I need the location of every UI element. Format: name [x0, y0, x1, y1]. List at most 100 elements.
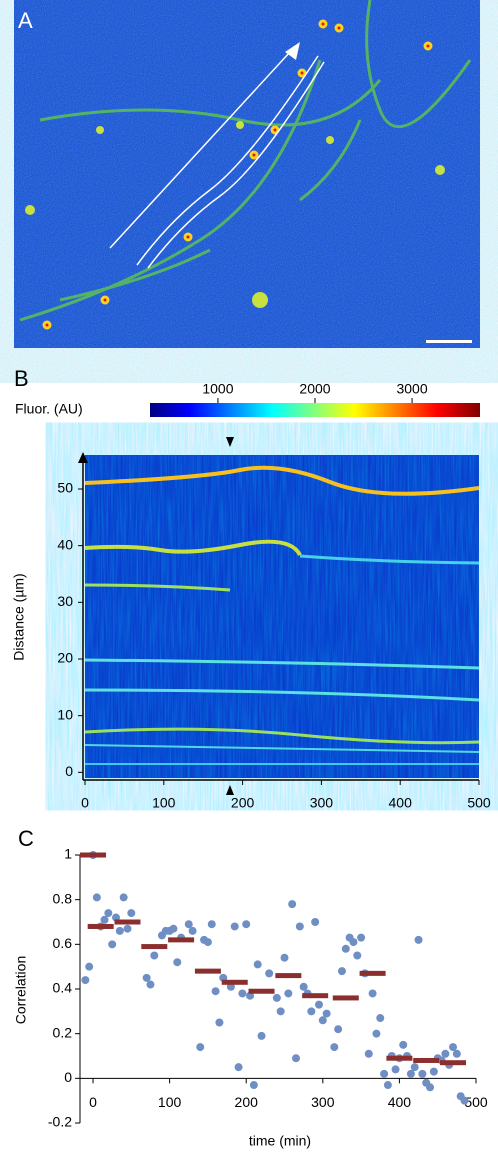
data-point	[272, 993, 281, 1002]
colorbar	[150, 403, 480, 417]
data-point	[92, 893, 101, 902]
data-point	[142, 973, 151, 982]
data-point	[337, 967, 346, 976]
data-point	[357, 933, 366, 942]
data-point	[368, 989, 377, 998]
data-point	[211, 987, 220, 996]
data-point	[284, 989, 293, 998]
data-point	[173, 958, 182, 967]
x-tick-label: 300	[311, 1094, 335, 1110]
data-point	[322, 1009, 331, 1018]
data-point	[169, 924, 178, 933]
data-point	[104, 909, 113, 918]
data-point	[115, 926, 124, 935]
y-tick-label: 0.8	[53, 890, 73, 906]
y-tick-label: 30	[57, 593, 73, 609]
data-point	[330, 1043, 339, 1052]
micrograph	[14, 0, 480, 348]
data-point	[449, 1043, 458, 1052]
mean-bar	[194, 968, 221, 974]
colorbar-tick-label: 1000	[202, 381, 233, 397]
data-point	[307, 1007, 316, 1016]
x-tick-label: 200	[231, 795, 255, 811]
data-point	[238, 989, 247, 998]
data-point	[276, 1007, 285, 1016]
data-point	[100, 915, 109, 924]
data-point	[230, 922, 239, 931]
data-point	[376, 1014, 385, 1023]
data-point	[292, 1054, 300, 1063]
x-tick-label: 500	[464, 1094, 488, 1110]
data-point	[364, 1049, 373, 1058]
data-point	[81, 976, 90, 985]
x-tick-label: 0	[81, 795, 89, 811]
data-point	[280, 953, 289, 962]
data-point	[119, 893, 128, 902]
data-point	[334, 1025, 343, 1034]
data-point	[295, 922, 304, 931]
colorbar-label: Fluor. (AU)	[15, 401, 83, 417]
mean-bar	[87, 923, 114, 929]
panel-label: A	[18, 8, 33, 33]
mean-bar	[221, 979, 248, 985]
mean-bar	[114, 919, 141, 925]
x-tick-label: 100	[158, 1094, 182, 1110]
data-point	[196, 1043, 205, 1052]
data-point	[341, 944, 350, 953]
x-tick-label: 0	[89, 1094, 97, 1110]
data-point	[418, 1069, 427, 1078]
mean-bar	[332, 995, 359, 1001]
data-point	[253, 960, 262, 969]
data-point	[257, 1031, 266, 1040]
y-axis-label: Distance (µm)	[11, 573, 27, 660]
data-point	[150, 951, 159, 960]
mean-bar	[248, 988, 275, 994]
x-tick-label: 400	[389, 795, 413, 811]
y-axis-label: Correlation	[13, 956, 29, 1024]
data-point	[249, 1081, 258, 1090]
data-point	[372, 1029, 381, 1038]
data-point	[410, 1063, 419, 1072]
data-point	[429, 1067, 438, 1076]
data-point	[460, 1096, 469, 1105]
data-point	[452, 1049, 461, 1058]
y-tick-label: 40	[57, 536, 73, 552]
kymograph	[84, 455, 480, 778]
colorbar-tick-label: 3000	[396, 381, 427, 397]
data-point	[311, 918, 320, 926]
mean-bar	[413, 1057, 440, 1063]
data-point	[123, 924, 132, 933]
mean-bar	[141, 944, 168, 950]
y-tick-label: 0.4	[53, 980, 73, 996]
data-point	[380, 1069, 389, 1078]
y-tick-label: 20	[57, 650, 73, 666]
x-axis-label: time (min)	[249, 1133, 311, 1149]
data-point	[318, 1016, 327, 1025]
data-point	[234, 1063, 243, 1072]
y-tick-label: 50	[57, 480, 73, 496]
data-point	[299, 982, 308, 991]
data-point	[441, 1049, 450, 1058]
mean-bar	[440, 1060, 467, 1066]
data-point	[406, 1069, 415, 1078]
data-point	[127, 909, 136, 918]
data-point	[146, 980, 155, 989]
data-point	[414, 935, 423, 944]
data-point	[108, 940, 117, 949]
y-tick-label: 1	[64, 846, 72, 862]
mean-bar	[80, 852, 107, 858]
mean-bar	[168, 937, 195, 943]
mean-bar	[302, 993, 329, 999]
data-point	[215, 1018, 224, 1027]
panel-label: C	[18, 826, 34, 851]
x-tick-label: 400	[388, 1094, 412, 1110]
data-point	[184, 920, 193, 929]
data-point	[383, 1081, 392, 1090]
data-point	[242, 920, 251, 929]
mean-bar	[359, 970, 386, 976]
panel-label: B	[14, 366, 29, 391]
data-point	[349, 938, 358, 947]
y-tick-label: 0	[65, 763, 73, 779]
data-point	[203, 938, 212, 947]
